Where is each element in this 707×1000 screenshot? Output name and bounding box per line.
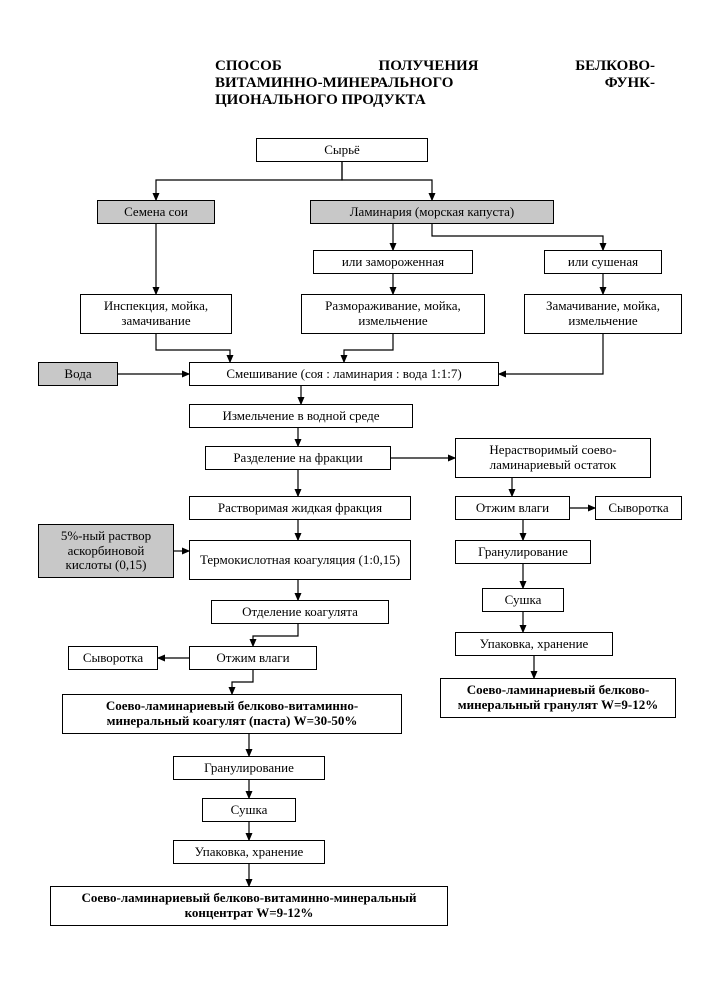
flowchart-node-kelp: Ламинария (морская капуста) xyxy=(310,200,554,224)
flowchart-node-grind: Измельчение в водной среде xyxy=(189,404,413,428)
flowchart-node-pack1: Упаковка, хранение xyxy=(455,632,613,656)
flowchart-node-gran1: Гранулирование xyxy=(455,540,591,564)
flowchart-node-prod3: Соево-ламинариевый белково-витаминно-мин… xyxy=(50,886,448,926)
flowchart-node-defrost: Размораживание, мойка, измельчение xyxy=(301,294,485,334)
edge-soak-mix xyxy=(499,334,603,374)
flowchart-node-raw: Сырьё xyxy=(256,138,428,162)
flowchart-node-soy: Семена сои xyxy=(97,200,215,224)
edge-press2-prod2 xyxy=(232,670,253,694)
edge-defrost-mix xyxy=(344,334,393,362)
flowchart-node-mix: Смешивание (соя : ламинария : вода 1:1:7… xyxy=(189,362,499,386)
flowchart-node-pack2: Упаковка, хранение xyxy=(173,840,325,864)
flowchart-node-press1: Отжим влаги xyxy=(455,496,570,520)
title-line-3: ЦИОНАЛЬНОГО ПРОДУКТА xyxy=(215,92,655,109)
flowchart-node-frozen: или замороженная xyxy=(313,250,473,274)
flowchart-node-press2: Отжим влаги xyxy=(189,646,317,670)
flowchart-node-whey2: Сыворотка xyxy=(68,646,158,670)
flowchart-node-dried: или сушеная xyxy=(544,250,662,274)
flowchart-node-prod1: Соево-ламинариевый белково-минеральный г… xyxy=(440,678,676,718)
flowchart-node-soluble: Растворимая жидкая фракция xyxy=(189,496,411,520)
flowchart-node-water: Вода xyxy=(38,362,118,386)
flowchart-node-soak: Замачивание, мойка, измельчение xyxy=(524,294,682,334)
edge-inspect-mix xyxy=(156,334,230,362)
edge-raw-soy xyxy=(156,162,342,200)
flowchart-node-coag: Термокислотная коагуляция (1:0,15) xyxy=(189,540,411,580)
title-line-2: ВИТАМИННО-МИНЕРАЛЬНОГО ФУНК- xyxy=(215,75,655,92)
flowchart-node-separate: Разделение на фракции xyxy=(205,446,391,470)
flowchart-node-inspect: Инспекция, мойка, замачивание xyxy=(80,294,232,334)
edge-kelp-dried xyxy=(432,224,603,250)
flowchart-node-whey1: Сыворотка xyxy=(595,496,682,520)
page-title: СПОСОБ ПОЛУЧЕНИЯ БЕЛКОВО- ВИТАМИННО-МИНЕ… xyxy=(215,58,655,109)
flowchart-node-dry2: Сушка xyxy=(202,798,296,822)
flowchart-node-dry1: Сушка xyxy=(482,588,564,612)
flowchart-node-sepcoag: Отделение коагулята xyxy=(211,600,389,624)
flowchart-node-insoluble: Нерастворимый соево-ламинариевый остаток xyxy=(455,438,651,478)
edge-sepcoag-press2 xyxy=(253,624,298,646)
flowchart-node-acid: 5%-ный раствор аскорбиновой кислоты (0,1… xyxy=(38,524,174,578)
edge-raw-kelp xyxy=(342,162,432,200)
flowchart-node-prod2: Соево-ламинариевый белково-витаминно-мин… xyxy=(62,694,402,734)
title-line-1: СПОСОБ ПОЛУЧЕНИЯ БЕЛКОВО- xyxy=(215,58,655,75)
flowchart-node-gran2: Гранулирование xyxy=(173,756,325,780)
